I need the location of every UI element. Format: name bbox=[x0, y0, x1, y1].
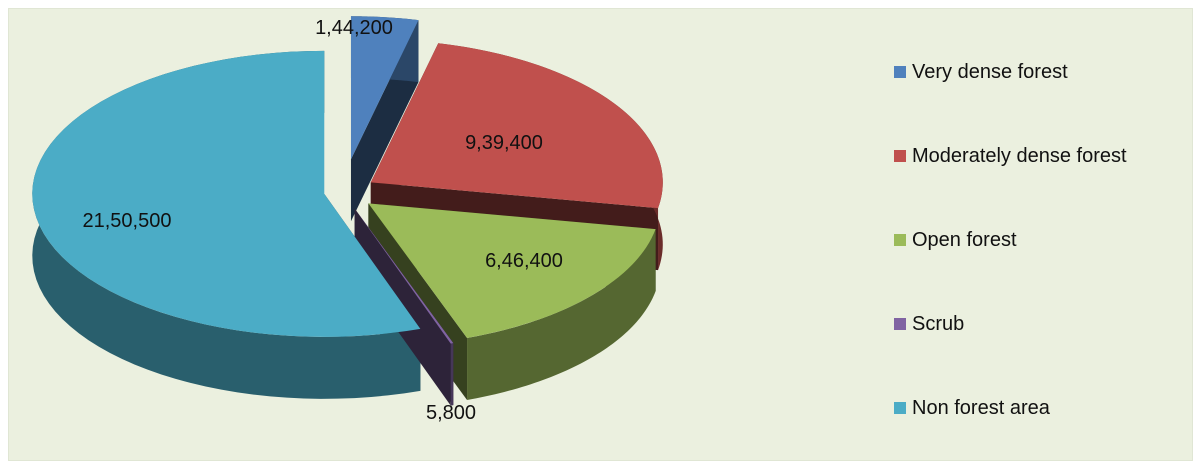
pie-slice-moderately-dense-forest bbox=[370, 43, 663, 209]
legend-label: Open forest bbox=[912, 228, 1017, 251]
legend-label: Scrub bbox=[912, 312, 965, 335]
pie-slice-scrub bbox=[354, 208, 454, 344]
legend-label: Moderately dense forest bbox=[912, 144, 1127, 167]
slice-side-3 bbox=[467, 229, 656, 400]
data-label-scrub: 5,800 bbox=[426, 402, 476, 424]
chart-area: 1,44,200 9,39,400 6,46,400 5,800 21,50,500 V… bbox=[8, 8, 1193, 461]
data-label-very-dense-forest: 1,44,200 bbox=[315, 17, 393, 39]
pie-tops bbox=[32, 16, 663, 344]
legend-label: Very dense forest bbox=[912, 60, 1068, 83]
legend-item-open-forest: Open forest bbox=[894, 227, 1017, 253]
data-label-moderately-dense-forest: 9,39,400 bbox=[465, 132, 543, 154]
legend-label: Non forest area bbox=[912, 396, 1050, 419]
legend-swatch bbox=[894, 402, 906, 414]
legend-item-moderately-dense-forest: Moderately dense forest bbox=[894, 143, 1127, 169]
legend-item-scrub: Scrub bbox=[894, 311, 964, 337]
legend-swatch bbox=[894, 234, 906, 246]
legend-swatch bbox=[894, 318, 906, 330]
legend-swatch bbox=[894, 66, 906, 78]
data-label-open-forest: 6,46,400 bbox=[485, 250, 563, 272]
data-labels: 1,44,200 9,39,400 6,46,400 5,800 21,50,500 bbox=[83, 17, 563, 424]
pie-slice-open-forest bbox=[368, 203, 656, 338]
pie-slice-very-dense-forest bbox=[350, 16, 419, 160]
legend-item-non-forest-area: Non forest area bbox=[894, 395, 1050, 421]
legend-swatch bbox=[894, 150, 906, 162]
pie-slice-non-forest-area bbox=[32, 50, 421, 337]
pie-chart: 1,44,200 9,39,400 6,46,400 5,800 21,50,500 bbox=[32, 16, 663, 424]
slice-side-4 bbox=[450, 343, 454, 406]
legend-item-very-dense-forest: Very dense forest bbox=[894, 59, 1068, 85]
data-label-non-forest-area: 21,50,500 bbox=[83, 210, 172, 232]
